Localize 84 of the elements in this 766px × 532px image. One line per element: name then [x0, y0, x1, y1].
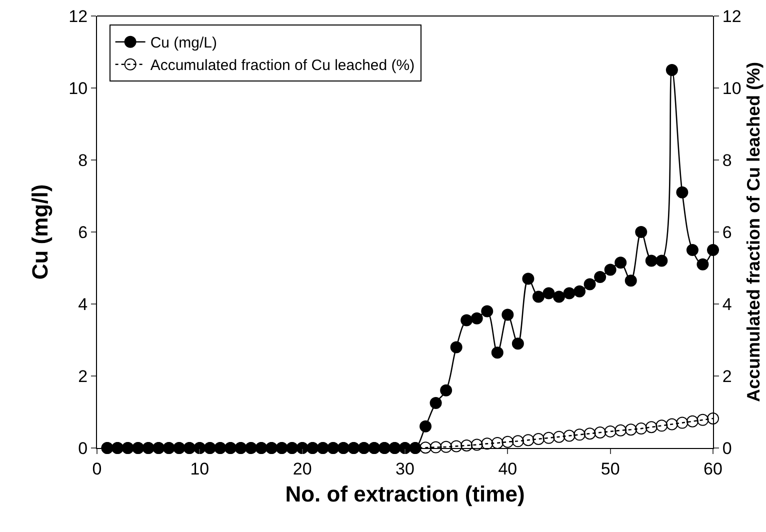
- point: [502, 436, 514, 448]
- point: [635, 422, 648, 435]
- point: [686, 415, 698, 428]
- x-tick-label: 60: [704, 459, 722, 478]
- point: [502, 308, 514, 321]
- point: [512, 435, 524, 448]
- y2-tick-label: 8: [722, 150, 732, 170]
- point: [542, 287, 555, 300]
- point: [624, 424, 637, 436]
- y-tick-label: 2: [78, 366, 88, 386]
- point: [635, 226, 648, 238]
- point: [604, 425, 616, 438]
- point: [666, 64, 678, 76]
- y2-tick-label: 10: [722, 78, 742, 98]
- x-tick-label: 30: [396, 459, 414, 478]
- y2-tick-label: 0: [722, 438, 732, 458]
- x-tick-label: 20: [292, 459, 312, 478]
- point: [522, 272, 534, 285]
- point: [584, 278, 596, 290]
- x-tick-label: 40: [498, 459, 518, 478]
- point: [430, 397, 442, 409]
- point: [696, 258, 709, 270]
- y-tick-label: 8: [78, 150, 88, 170]
- x-axis-title: No. of extraction (time): [285, 481, 525, 506]
- x-tick-label: 10: [190, 459, 210, 478]
- y2-tick-label: 12: [722, 6, 742, 26]
- point: [614, 424, 627, 436]
- point: [707, 412, 719, 424]
- y2-tick-label: 2: [722, 366, 732, 386]
- point: [574, 428, 586, 441]
- point: [440, 440, 452, 453]
- point: [686, 244, 698, 256]
- point: [481, 305, 494, 318]
- point: [594, 271, 606, 283]
- point: [656, 420, 668, 432]
- point: [563, 287, 576, 300]
- point: [532, 433, 544, 445]
- point: [450, 440, 462, 452]
- point: [481, 438, 494, 450]
- point: [656, 254, 668, 267]
- point: [491, 436, 504, 449]
- y-tick-label: 0: [78, 438, 88, 458]
- y-axis-title: Cu (mg/l): [27, 184, 52, 280]
- point: [707, 244, 719, 256]
- point: [460, 439, 473, 452]
- point: [676, 416, 688, 429]
- point: [420, 442, 432, 454]
- point: [645, 421, 658, 434]
- point: [553, 290, 565, 303]
- x-tick-label: 0: [92, 459, 102, 478]
- point: [666, 418, 678, 430]
- point: [553, 430, 565, 443]
- point: [522, 434, 534, 446]
- point: [563, 430, 576, 442]
- y-tick-label: 6: [78, 222, 88, 242]
- point: [676, 186, 688, 198]
- point: [420, 420, 432, 432]
- point: [584, 428, 596, 440]
- point: [542, 432, 555, 444]
- y2-tick-label: 4: [722, 294, 732, 314]
- legend-label: Cu (mg/L): [150, 34, 218, 52]
- point: [645, 254, 658, 267]
- point: [624, 274, 637, 287]
- point: [491, 346, 504, 359]
- x-tick-label: 50: [600, 459, 620, 478]
- point: [460, 314, 473, 326]
- point: [440, 384, 452, 396]
- point: [574, 285, 586, 298]
- y-tick-label: 4: [78, 294, 88, 314]
- point: [532, 290, 544, 303]
- y-tick-label: 12: [68, 6, 88, 26]
- point: [470, 312, 483, 324]
- point: [614, 256, 627, 269]
- legend-label: Accumulated fraction of Cu leached (%): [150, 57, 415, 74]
- point: [696, 414, 709, 426]
- y2-tick-label: 6: [722, 222, 732, 242]
- point: [470, 438, 483, 451]
- point: [594, 426, 606, 439]
- point: [450, 341, 462, 354]
- point: [604, 264, 616, 276]
- point: [512, 338, 524, 350]
- y2-axis-title: Accumulated fraction of Cu leached (%): [743, 62, 764, 402]
- point: [430, 441, 442, 454]
- y-tick-label: 10: [68, 78, 88, 98]
